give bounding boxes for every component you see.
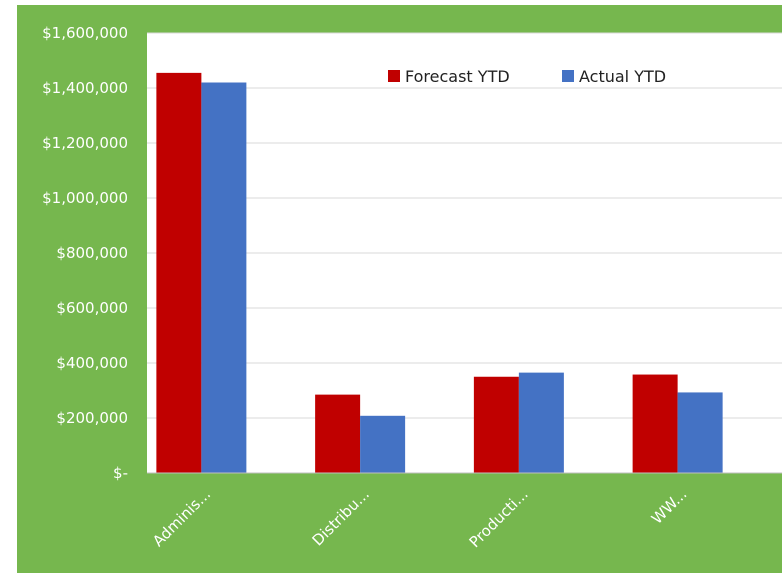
- y-axis-ticks: $- $200,000 $400,000 $600,000 $800,000 $1,000…: [42, 24, 128, 482]
- x-tick-label: Producti...: [466, 485, 532, 551]
- bar-forecast: [473, 376, 519, 473]
- bar-actual: [677, 392, 723, 473]
- gridlines: [147, 32, 782, 419]
- y-tick-label: $1,600,000: [42, 24, 128, 42]
- x-tick-label: WW...: [648, 485, 691, 528]
- bar-actual: [360, 415, 406, 473]
- y-tick-label: $200,000: [56, 409, 128, 427]
- y-tick-label: $800,000: [56, 244, 128, 262]
- x-axis-ticks: Adminis... Distribu... Producti... WW...: [149, 485, 690, 551]
- legend-label: Actual YTD: [579, 67, 666, 86]
- y-tick-label: $1,400,000: [42, 79, 128, 97]
- y-tick-label: $400,000: [56, 354, 128, 372]
- y-tick-label: $-: [113, 464, 128, 482]
- bar-forecast: [156, 72, 202, 473]
- bar-forecast: [315, 394, 361, 473]
- legend-swatch: [562, 70, 574, 82]
- legend: Forecast YTD Actual YTD: [388, 67, 666, 86]
- legend-label: Forecast YTD: [405, 67, 510, 86]
- x-tick-label: Adminis...: [149, 485, 214, 550]
- y-tick-label: $1,200,000: [42, 134, 128, 152]
- bar-forecast: [632, 374, 678, 473]
- x-tick-label: Distribu...: [309, 485, 373, 549]
- y-tick-label: $600,000: [56, 299, 128, 317]
- y-tick-label: $1,000,000: [42, 189, 128, 207]
- bar-actual: [201, 82, 247, 473]
- bars: [156, 72, 723, 473]
- bar-actual: [518, 372, 564, 473]
- legend-swatch: [388, 70, 400, 82]
